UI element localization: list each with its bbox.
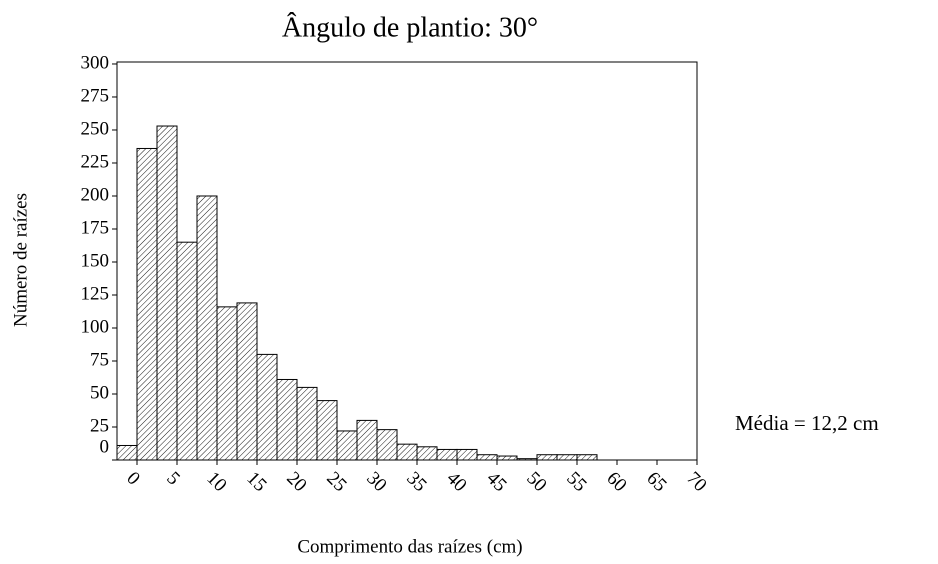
bar — [456, 448, 478, 461]
bar — [436, 448, 458, 461]
y-tick-label: 25 — [90, 415, 109, 436]
x-tick-label: 15 — [242, 468, 270, 496]
bar — [176, 241, 198, 461]
bar — [276, 378, 298, 461]
bar — [496, 455, 518, 461]
bar — [316, 400, 338, 461]
x-tick-label: 65 — [642, 468, 670, 496]
y-tick-label: 300 — [81, 52, 110, 73]
bar — [396, 443, 418, 461]
y-tick-label: 225 — [81, 151, 110, 172]
x-tick-label: 55 — [562, 468, 590, 496]
y-tick-label: 175 — [81, 217, 110, 238]
bar — [156, 125, 178, 461]
x-tick-label: 20 — [282, 468, 310, 496]
bar — [576, 454, 598, 461]
bar — [356, 419, 378, 461]
x-tick-label: 25 — [322, 468, 350, 496]
x-axis-label: Comprimento das raízes (cm) — [297, 536, 522, 557]
x-tick-label: 0 — [122, 468, 144, 490]
y-tick-label: 275 — [81, 85, 110, 106]
y-tick-label: 200 — [81, 184, 110, 205]
x-tick-label: 10 — [202, 468, 230, 496]
bar — [236, 302, 258, 461]
x-tick-label: 30 — [362, 468, 390, 496]
plot-frame — [116, 61, 698, 461]
bar — [416, 446, 438, 461]
y-tick-label: 100 — [81, 316, 110, 337]
x-tick-label: 5 — [162, 468, 184, 490]
bar — [196, 195, 218, 461]
y-tick-label: 250 — [81, 118, 110, 139]
bar — [296, 386, 318, 461]
bar — [136, 147, 158, 461]
bar — [476, 454, 498, 461]
x-tick-label: 50 — [522, 468, 550, 496]
x-tick-label: 35 — [402, 468, 430, 496]
bar — [336, 430, 358, 461]
annotation: Média = 12,2 cm — [735, 411, 879, 435]
x-tick-label: 60 — [602, 468, 630, 496]
bar — [256, 353, 278, 461]
bar — [556, 454, 578, 461]
x-tick-label: 45 — [482, 468, 510, 496]
x-tick-label: 40 — [442, 468, 470, 496]
chart-title: Ângulo de plantio: 30° — [282, 12, 538, 43]
bar — [116, 444, 138, 461]
y-tick-label: 150 — [81, 250, 110, 271]
y-tick-label: 75 — [90, 349, 109, 370]
y-tick-label: 0 — [100, 436, 110, 457]
y-tick-label: 50 — [90, 382, 109, 403]
y-tick-label: 125 — [81, 283, 110, 304]
bar — [376, 429, 398, 461]
bar — [216, 306, 238, 461]
x-tick-label: 70 — [682, 468, 710, 496]
y-axis-label: Número de raízes — [10, 193, 31, 327]
bar — [536, 454, 558, 461]
